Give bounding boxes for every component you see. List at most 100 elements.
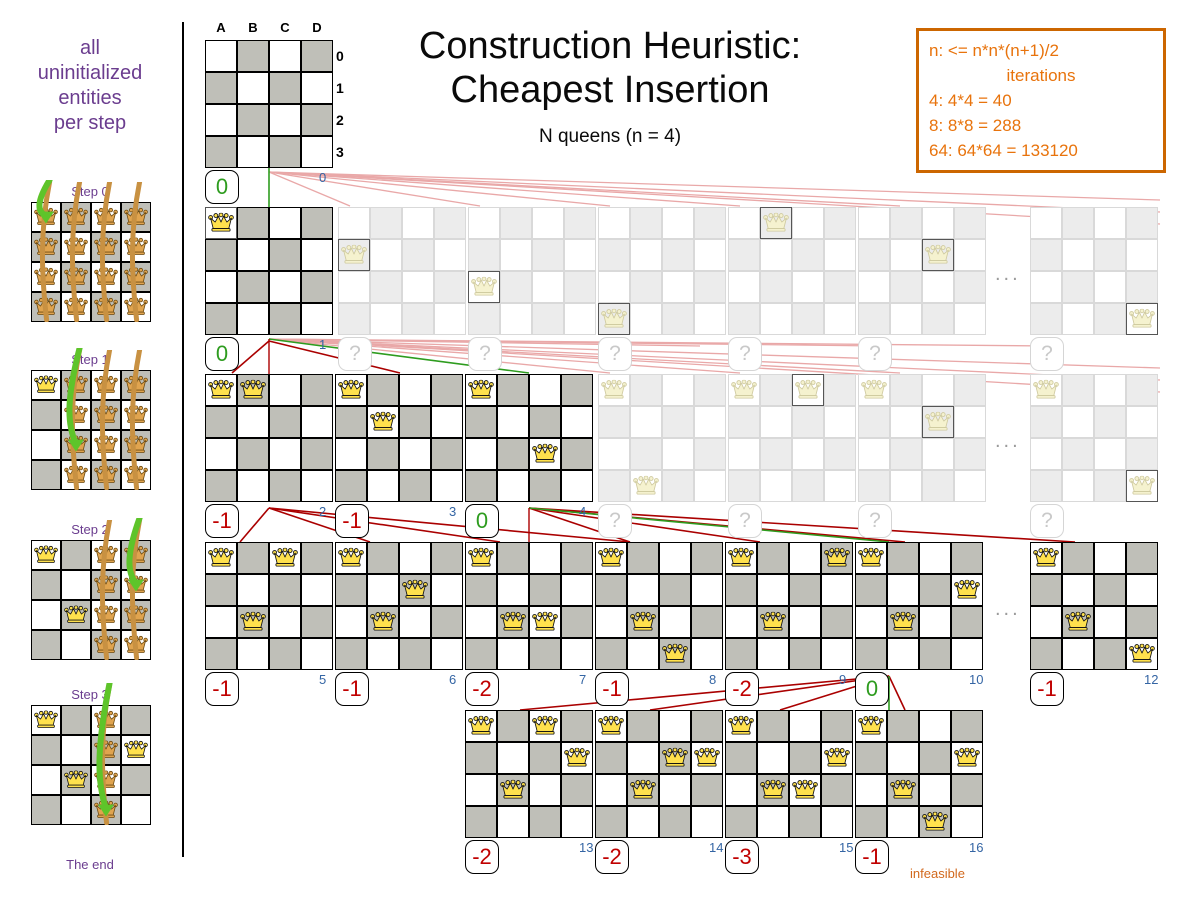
board-cell	[598, 406, 630, 438]
board-cell	[31, 765, 61, 795]
board-cell	[1030, 406, 1062, 438]
board-cell	[691, 774, 723, 806]
score-badge-n5[interactable]: -1	[205, 672, 239, 706]
score-badge-n9[interactable]: -2	[725, 672, 759, 706]
board-cell	[434, 207, 466, 239]
board-cell	[431, 374, 463, 406]
board-cell	[1062, 638, 1094, 670]
board-cell	[237, 470, 269, 502]
score-badge-n0[interactable]: 0	[205, 170, 239, 204]
node-index-n2: 2	[319, 504, 327, 519]
board-cell	[858, 374, 890, 406]
score-badge-n12[interactable]: -1	[1030, 672, 1064, 706]
score-badge-n13[interactable]: -2	[465, 840, 499, 874]
score-badge-n1[interactable]: 0	[205, 337, 239, 371]
board-cell	[1126, 374, 1158, 406]
board-cell	[757, 806, 789, 838]
board-cell	[269, 638, 301, 670]
board-cell	[922, 239, 954, 271]
board-cell	[757, 774, 789, 806]
board-cell	[497, 710, 529, 742]
board-cell	[61, 735, 91, 765]
score-badge-n15[interactable]: -3	[725, 840, 759, 874]
board-cell	[465, 542, 497, 574]
board-cell	[431, 574, 463, 606]
board-cell	[367, 438, 399, 470]
board-cell	[561, 742, 593, 774]
board-cell	[659, 774, 691, 806]
uninitialized-trail-arrow	[129, 350, 143, 490]
board-cell	[205, 72, 237, 104]
board-cell	[399, 638, 431, 670]
board-cell	[954, 406, 986, 438]
board-cell	[335, 374, 367, 406]
board-cell	[532, 303, 564, 335]
board-cell	[367, 574, 399, 606]
board-cell	[561, 406, 593, 438]
score-badge-n1e[interactable]: ?	[728, 337, 762, 371]
board-cell	[399, 406, 431, 438]
score-badge-n4c[interactable]: ?	[728, 504, 762, 538]
board-cell	[399, 574, 431, 606]
board-cell	[1094, 207, 1126, 239]
board-cell	[1030, 574, 1062, 606]
score-badge-n2[interactable]: -1	[205, 504, 239, 538]
board-cell	[821, 542, 853, 574]
score-badge-n16[interactable]: -1	[855, 840, 889, 874]
sidebar-footer: The end	[66, 857, 114, 872]
score-badge-n1b[interactable]: ?	[338, 337, 372, 371]
chessboard-n16	[855, 710, 983, 838]
board-cell	[1062, 470, 1094, 502]
board-cell	[757, 606, 789, 638]
board-cell	[269, 271, 301, 303]
score-badge-n10[interactable]: 0	[855, 672, 889, 706]
board-cell	[691, 806, 723, 838]
chessboard-n12	[1030, 542, 1158, 670]
node-index-n1: 1	[319, 337, 327, 352]
board-cell	[792, 239, 824, 271]
queen-icon	[124, 740, 148, 758]
board-cell	[821, 638, 853, 670]
score-badge-n3[interactable]: -1	[335, 504, 369, 538]
board-cell	[31, 430, 61, 460]
score-badge-n8[interactable]: -1	[595, 672, 629, 706]
board-cell	[1126, 239, 1158, 271]
queen-icon	[370, 411, 396, 431]
board-cell	[500, 207, 532, 239]
score-badge-n1d[interactable]: ?	[598, 337, 632, 371]
board-cell	[301, 207, 333, 239]
score-badge-n7[interactable]: -2	[465, 672, 499, 706]
score-badge-n4b[interactable]: ?	[598, 504, 632, 538]
board-cell	[269, 574, 301, 606]
board-cell	[789, 542, 821, 574]
board-cell	[301, 438, 333, 470]
score-badge-n4d[interactable]: ?	[858, 504, 892, 538]
score-badge-n1f[interactable]: ?	[858, 337, 892, 371]
board-cell	[662, 438, 694, 470]
node-index-n3: 3	[449, 504, 457, 519]
node-index-n12: 12	[1144, 672, 1159, 687]
score-badge-n6[interactable]: -1	[335, 672, 369, 706]
ellipsis: ...	[995, 263, 1021, 285]
infobox-line-1: n: <= n*n*(n+1)/2	[929, 41, 1059, 60]
chessboard-n0	[205, 40, 333, 168]
score-badge-n4[interactable]: 0	[465, 504, 499, 538]
board-cell	[951, 742, 983, 774]
board-cell	[694, 271, 726, 303]
score-badge-n1g[interactable]: ?	[1030, 337, 1064, 371]
board-cell	[1062, 239, 1094, 271]
score-badge-n1c[interactable]: ?	[468, 337, 502, 371]
board-cell	[630, 438, 662, 470]
board-cell	[595, 742, 627, 774]
board-cell	[301, 40, 333, 72]
board-cell	[465, 742, 497, 774]
board-cell	[694, 406, 726, 438]
queen-icon	[861, 379, 887, 399]
sidebar-caption-line-1: all	[79, 37, 100, 59]
score-badge-n14[interactable]: -2	[595, 840, 629, 874]
board-cell	[399, 470, 431, 502]
board-cell	[402, 271, 434, 303]
node-index-n8: 8	[709, 672, 717, 687]
score-badge-n4e[interactable]: ?	[1030, 504, 1064, 538]
board-cell	[598, 271, 630, 303]
